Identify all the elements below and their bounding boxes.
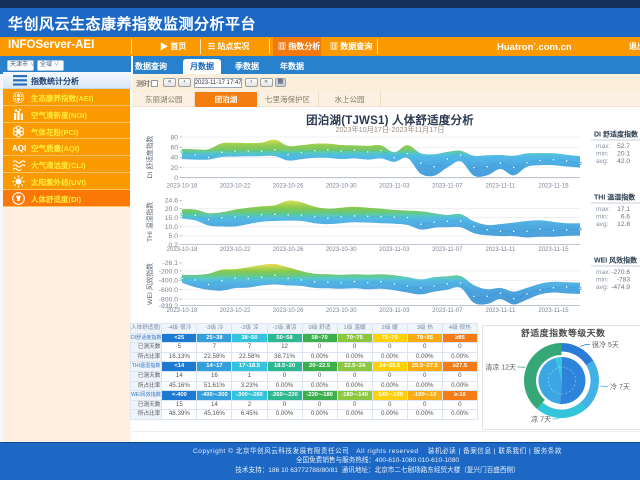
svg-text:avg:: avg: bbox=[596, 158, 609, 165]
svg-text:2023-10-22: 2023-10-22 bbox=[220, 184, 251, 190]
svg-text:2023-10-22: 2023-10-22 bbox=[220, 247, 251, 253]
svg-text:17.1: 17.1 bbox=[617, 206, 630, 213]
svg-text:12.8: 12.8 bbox=[617, 221, 630, 228]
svg-text:min:: min: bbox=[596, 214, 609, 221]
svg-text:WEI 风效指数: WEI 风效指数 bbox=[145, 263, 154, 305]
svg-text:2023-10-26: 2023-10-26 bbox=[273, 247, 304, 253]
svg-text:max:: max: bbox=[596, 269, 610, 276]
svg-text:2023-11-03: 2023-11-03 bbox=[379, 184, 410, 190]
svg-text:0: 0 bbox=[174, 175, 178, 182]
svg-text:2023-10-22: 2023-10-22 bbox=[220, 308, 251, 314]
svg-text:2023-11-07: 2023-11-07 bbox=[432, 184, 463, 190]
svg-text:2023-11-15: 2023-11-15 bbox=[538, 184, 569, 190]
svg-text:max:: max: bbox=[596, 206, 610, 213]
svg-text:AQI: AQI bbox=[12, 144, 26, 153]
svg-text:-783: -783 bbox=[617, 277, 631, 284]
svg-text:2023-10-18: 2023-10-18 bbox=[167, 308, 198, 314]
svg-text:2023-11-07: 2023-11-07 bbox=[432, 247, 463, 253]
svg-text:0.2: 0.2 bbox=[169, 242, 179, 249]
svg-text:WEI 风效指数: WEI 风效指数 bbox=[594, 256, 638, 265]
svg-text:5.0: 5.0 bbox=[169, 233, 179, 240]
svg-text:-270.6: -270.6 bbox=[611, 269, 630, 276]
svg-text:avg:: avg: bbox=[596, 221, 609, 228]
svg-text:6.6: 6.6 bbox=[621, 214, 630, 221]
svg-text:THI 温湿指数: THI 温湿指数 bbox=[145, 202, 154, 242]
svg-text:清凉 12天: 清凉 12天 bbox=[485, 363, 516, 372]
svg-text:80: 80 bbox=[170, 134, 178, 141]
svg-text:2023-10-30: 2023-10-30 bbox=[326, 247, 357, 253]
svg-text:2023-11-07: 2023-11-07 bbox=[432, 308, 463, 314]
svg-text:20.0: 20.0 bbox=[165, 206, 178, 213]
svg-text:min:: min: bbox=[596, 151, 609, 158]
svg-text:DI 舒适度指数: DI 舒适度指数 bbox=[594, 130, 639, 139]
svg-text:avg:: avg: bbox=[596, 284, 609, 291]
svg-text:凉 7天: 凉 7天 bbox=[531, 415, 551, 424]
svg-text:15.0: 15.0 bbox=[165, 215, 178, 222]
svg-text:2023-11-15: 2023-11-15 bbox=[538, 308, 569, 314]
svg-text:2023-11-03: 2023-11-03 bbox=[379, 308, 410, 314]
svg-text:40: 40 bbox=[170, 155, 178, 162]
svg-text:-200.0: -200.0 bbox=[159, 268, 178, 275]
svg-text:max:: max: bbox=[596, 143, 610, 150]
svg-text:-939.2: -939.2 bbox=[159, 303, 178, 310]
svg-text:-26.1: -26.1 bbox=[163, 260, 179, 267]
svg-text:THI 温湿指数: THI 温湿指数 bbox=[594, 193, 636, 202]
svg-text:20.1: 20.1 bbox=[617, 151, 630, 158]
svg-text:min:: min: bbox=[596, 277, 609, 284]
svg-text:2023-10-26: 2023-10-26 bbox=[273, 184, 304, 190]
svg-text:24.6: 24.6 bbox=[165, 198, 178, 205]
svg-text:2023-11-11: 2023-11-11 bbox=[485, 247, 515, 253]
svg-text:-600.0: -600.0 bbox=[159, 287, 178, 294]
svg-text:-474.9: -474.9 bbox=[611, 284, 630, 291]
svg-text:2023-11-11: 2023-11-11 bbox=[485, 184, 515, 190]
svg-text:2023-10-30: 2023-10-30 bbox=[326, 308, 357, 314]
svg-text:2023-11-15: 2023-11-15 bbox=[538, 247, 569, 253]
svg-text:DI 舒适度指数: DI 舒适度指数 bbox=[145, 135, 154, 178]
svg-text:20: 20 bbox=[170, 165, 178, 172]
svg-text:2023-11-11: 2023-11-11 bbox=[485, 308, 515, 314]
svg-text:2023-10-18: 2023-10-18 bbox=[167, 184, 198, 190]
svg-text:60: 60 bbox=[170, 145, 178, 152]
svg-text:冷 7天: 冷 7天 bbox=[610, 382, 630, 391]
svg-text:-400.0: -400.0 bbox=[159, 278, 178, 285]
svg-text:2023-11-03: 2023-11-03 bbox=[379, 247, 410, 253]
svg-text:-800.0: -800.0 bbox=[159, 296, 178, 303]
svg-text:很冷 5天: 很冷 5天 bbox=[592, 340, 619, 349]
svg-text:42.0: 42.0 bbox=[617, 158, 630, 165]
svg-text:10.0: 10.0 bbox=[165, 224, 178, 231]
svg-text:2023-10-18: 2023-10-18 bbox=[167, 247, 198, 253]
svg-text:2023-10-30: 2023-10-30 bbox=[326, 184, 357, 190]
svg-text:2023-10-26: 2023-10-26 bbox=[273, 308, 304, 314]
svg-text:52.7: 52.7 bbox=[617, 143, 630, 150]
